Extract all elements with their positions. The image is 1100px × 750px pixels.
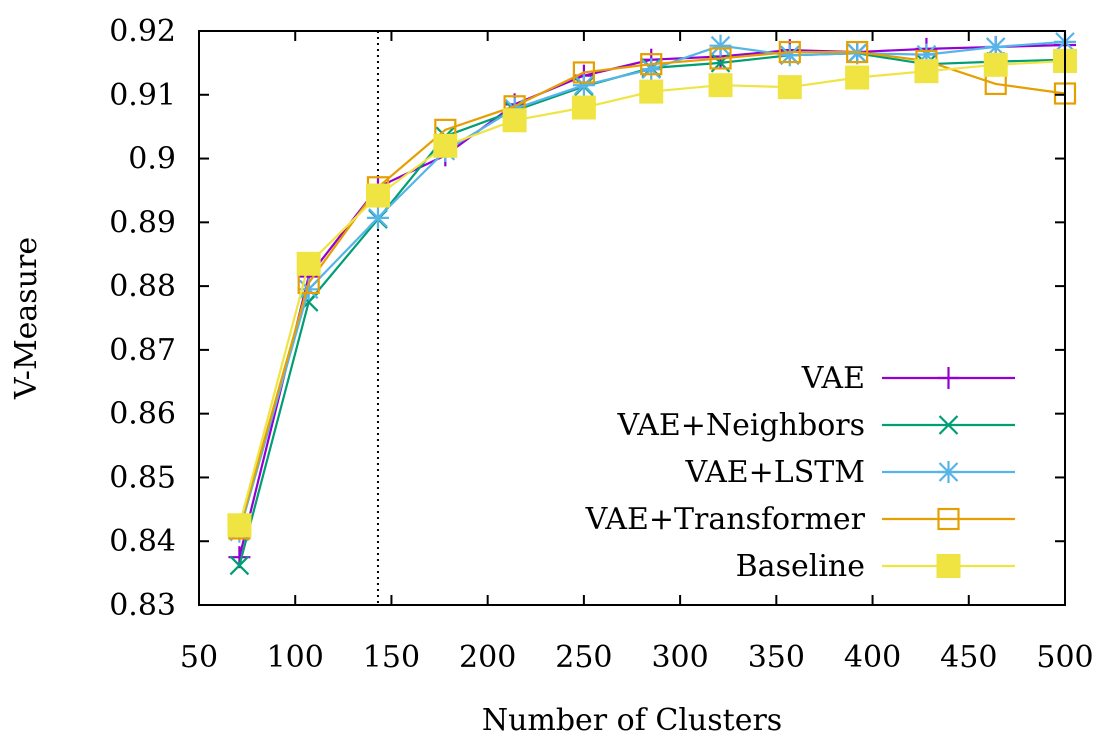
legend-label: VAE+Transformer xyxy=(585,502,866,537)
data-point xyxy=(846,40,869,64)
x-tick-label: 400 xyxy=(844,640,901,675)
x-tick-label: 350 xyxy=(748,640,805,675)
legend-label: VAE+Neighbors xyxy=(617,408,865,443)
legend-entry: Baseline xyxy=(736,549,1015,584)
legend-label: VAE xyxy=(801,361,865,396)
data-point xyxy=(914,59,939,84)
legend-marker xyxy=(936,554,961,578)
legend: VAE VAE+Neighbors VAE+LSTM VAE+Transformer B… xyxy=(585,361,1015,584)
data-point xyxy=(640,53,663,76)
data-point xyxy=(639,79,664,104)
x-tick-label: 100 xyxy=(267,640,324,675)
data-point xyxy=(227,513,252,538)
y-tick-label: 0.84 xyxy=(109,524,176,559)
legend-entry: VAE xyxy=(801,361,1015,396)
data-point xyxy=(296,251,321,276)
data-point xyxy=(433,133,458,158)
data-point xyxy=(502,108,527,133)
legend-marker xyxy=(938,415,959,435)
data-point xyxy=(572,74,595,97)
data-point xyxy=(365,183,390,208)
y-tick-label: 0.87 xyxy=(109,333,176,368)
legend-entry: VAE+LSTM xyxy=(684,455,1015,490)
x-tick-label: 250 xyxy=(555,640,612,675)
y-tick-label: 0.86 xyxy=(109,397,176,432)
y-tick-label: 0.88 xyxy=(109,269,176,304)
x-tick-label: 300 xyxy=(651,640,708,675)
data-point xyxy=(709,47,732,70)
x-axis-title: Number of Clusters xyxy=(482,703,782,738)
data-point xyxy=(572,61,595,84)
data-point xyxy=(709,34,732,57)
y-tick-label: 0.85 xyxy=(109,460,176,495)
y-tick-label: 0.83 xyxy=(109,588,176,623)
data-point xyxy=(571,95,596,120)
series-line xyxy=(238,59,1066,526)
y-tick-label: 0.89 xyxy=(109,205,176,240)
data-point xyxy=(778,40,801,64)
x-tick-label: 200 xyxy=(459,640,516,675)
legend-entry: VAE+Neighbors xyxy=(617,408,1015,443)
x-tick-label: 500 xyxy=(1036,640,1093,675)
series-vae-neighbors xyxy=(229,43,1075,576)
data-point xyxy=(229,555,250,576)
series-layer xyxy=(227,30,1077,576)
data-point xyxy=(708,73,733,98)
legend-label: VAE+LSTM xyxy=(684,455,865,490)
data-point xyxy=(983,52,1008,77)
plot-frame xyxy=(198,30,1066,606)
legend-label: Baseline xyxy=(736,549,865,584)
series-line xyxy=(238,50,1066,529)
data-point xyxy=(366,206,389,229)
x-tick-label: 50 xyxy=(180,640,218,675)
data-point xyxy=(777,75,802,100)
legend-entry: VAE+Transformer xyxy=(585,502,1015,537)
legend-marker xyxy=(937,367,960,389)
y-axis-title: V-Measure xyxy=(9,237,44,400)
y-tick-label: 0.92 xyxy=(109,14,176,49)
ticks-layer: 50 100 150 200 250 300 350 400 450 500 0.83 0.84 0.8… xyxy=(109,14,1093,675)
legend-marker xyxy=(937,507,960,531)
y-tick-label: 0.9 xyxy=(128,142,176,177)
y-tick-label: 0.91 xyxy=(109,78,176,113)
series-baseline xyxy=(227,48,1077,538)
legend-marker xyxy=(937,461,960,483)
x-tick-label: 450 xyxy=(940,640,997,675)
series-line xyxy=(238,40,1066,532)
x-tick-label: 150 xyxy=(363,640,420,675)
series-line xyxy=(238,52,1066,566)
data-point xyxy=(640,58,663,81)
series-vae xyxy=(228,34,1076,569)
data-point xyxy=(845,65,870,90)
